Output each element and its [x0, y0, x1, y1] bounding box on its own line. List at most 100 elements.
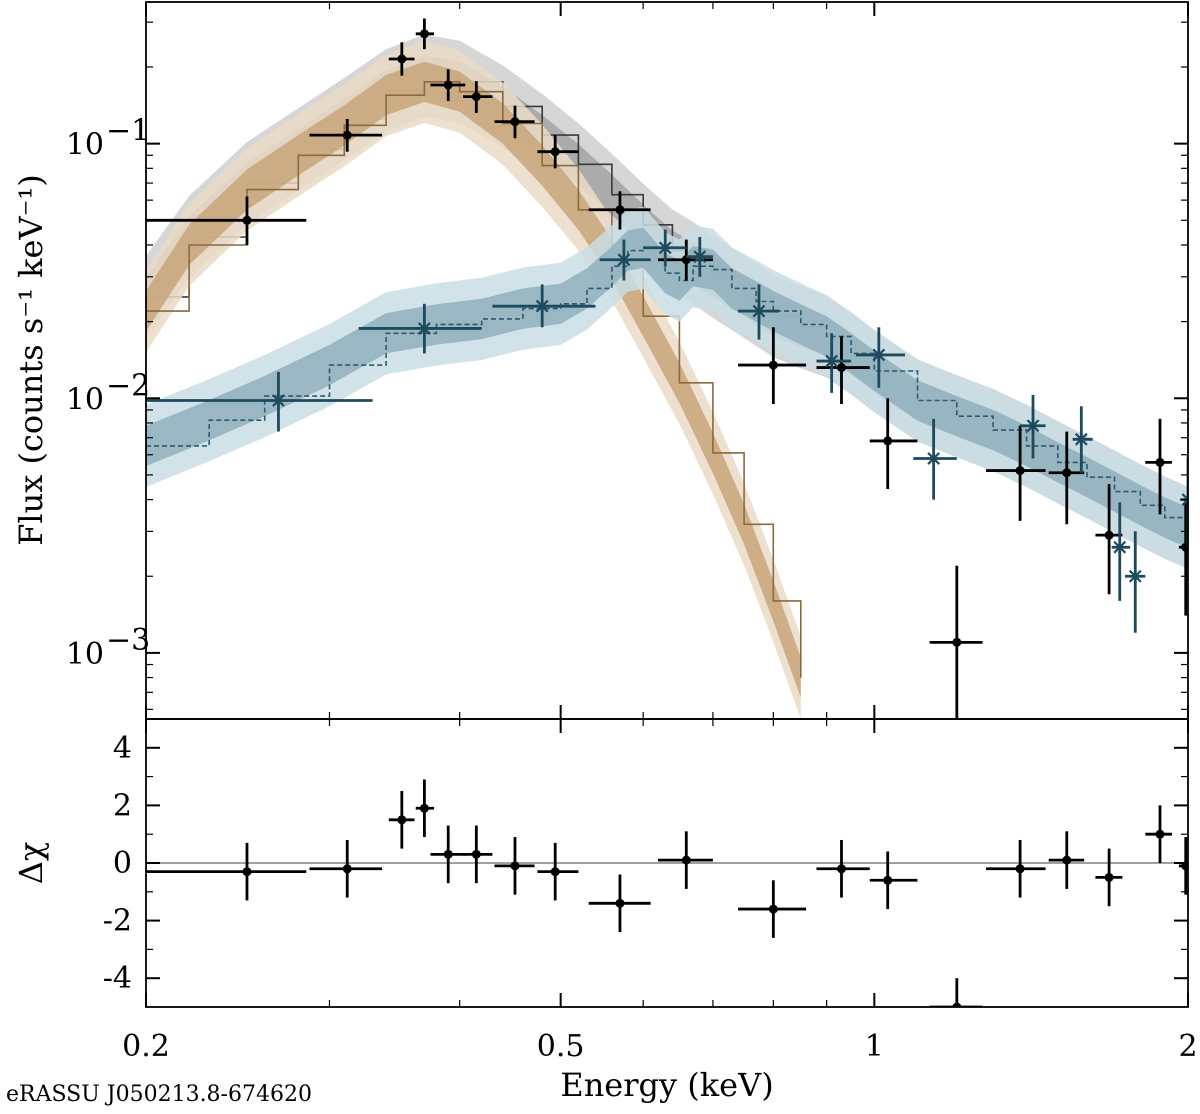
point-marker — [952, 637, 962, 647]
residual-point — [388, 791, 415, 849]
source-label: eRASSU J050213.8-674620 — [6, 1082, 312, 1107]
star-marker-stroke — [1026, 419, 1040, 433]
thermal-model-line — [146, 81, 802, 678]
y-tick-label: 10 — [66, 382, 104, 417]
point-marker — [419, 29, 429, 39]
star-marker-stroke — [1074, 432, 1088, 446]
x-tick-label: 2 — [1178, 1029, 1197, 1064]
black-data-point — [537, 135, 579, 169]
star-marker-stroke — [872, 348, 886, 362]
point-marker — [550, 147, 560, 157]
star-marker-stroke — [418, 322, 431, 335]
residual-point — [494, 837, 535, 895]
black-data-point — [463, 81, 493, 113]
star-marker-stroke — [535, 299, 549, 313]
blue-data-point — [146, 371, 373, 432]
x-tick-label: 0.5 — [537, 1029, 585, 1064]
star-marker-stroke — [1128, 569, 1142, 583]
x-tick-label: 0.2 — [122, 1029, 170, 1064]
black-data-point — [494, 105, 535, 139]
res-y-tick-label: 2 — [113, 788, 132, 823]
point-marker — [471, 849, 481, 859]
black-data-point — [309, 118, 383, 152]
star-marker-stroke — [617, 253, 631, 267]
star-marker-stroke — [752, 304, 766, 318]
residual-point — [1145, 805, 1172, 863]
black-data-point — [929, 565, 983, 719]
blue-data-point — [358, 303, 482, 354]
residual-point — [929, 978, 983, 1007]
thermal-model-band-inner — [146, 61, 801, 698]
blue-data-point — [686, 236, 713, 277]
point-marker — [768, 904, 778, 914]
black-data-point — [1178, 499, 1188, 616]
point-marker — [836, 864, 846, 874]
blue-data-point — [599, 239, 651, 281]
blue-data-point — [492, 284, 596, 328]
x-axis-title: Energy (keV) — [560, 1066, 773, 1104]
point-marker — [471, 92, 481, 102]
blue-data-point — [913, 418, 957, 500]
x-tick-label: 1 — [865, 1029, 884, 1064]
black-data-point — [869, 398, 918, 490]
point-marker — [1062, 468, 1072, 478]
black-data-point — [986, 425, 1046, 521]
y-tick-exponent: −1 — [106, 114, 150, 149]
point-marker — [836, 363, 846, 373]
point-marker — [443, 849, 453, 859]
residual-point — [1095, 848, 1123, 907]
y-tick-exponent: −2 — [106, 368, 150, 403]
point-marker — [952, 1002, 962, 1007]
residual-point — [146, 842, 307, 901]
point-marker — [1015, 864, 1025, 874]
residual-point — [986, 839, 1046, 898]
point-marker — [510, 117, 520, 127]
point-marker — [397, 815, 407, 825]
point-marker — [419, 803, 429, 813]
star-marker-stroke — [1113, 540, 1127, 554]
point-marker — [342, 864, 352, 874]
residual-point — [309, 839, 383, 898]
blue-data-point — [1072, 406, 1093, 473]
black-data-point — [388, 42, 415, 76]
res-y-tick-label: -2 — [103, 904, 132, 939]
star-marker-stroke — [1181, 498, 1188, 506]
star-marker-stroke — [272, 394, 285, 407]
black-data-point — [146, 196, 307, 245]
point-marker — [883, 875, 893, 885]
star-marker-stroke — [927, 452, 940, 465]
residual-point — [869, 851, 918, 910]
point-marker — [1181, 542, 1188, 552]
nonthermal-model-band-outer — [146, 206, 1188, 569]
residual-point — [816, 839, 870, 898]
y-axis-title: Flux (counts s⁻¹ keV⁻¹) — [12, 174, 50, 546]
residual-point — [588, 874, 651, 933]
black-data-point — [816, 336, 870, 404]
y-tick-exponent: −3 — [106, 623, 150, 658]
black-data-point — [738, 327, 807, 404]
res-y-tick-label: 0 — [113, 846, 132, 881]
point-marker — [342, 130, 352, 140]
black-data-point — [1048, 431, 1085, 525]
point-marker — [883, 436, 893, 446]
residual-point — [537, 842, 579, 901]
residual-axis-title: Δχ — [12, 842, 50, 885]
point-marker — [615, 898, 625, 908]
point-marker — [1015, 466, 1025, 476]
star-marker-stroke — [658, 241, 672, 255]
residual-point — [415, 779, 435, 838]
point-marker — [1104, 872, 1114, 882]
blue-data-point — [738, 284, 779, 340]
residual-point — [738, 880, 807, 938]
point-marker — [242, 215, 252, 225]
blue-data-point — [1124, 531, 1146, 633]
star-marker-stroke — [1181, 493, 1188, 502]
point-marker — [397, 54, 407, 64]
blue-data-point — [1020, 395, 1046, 459]
point-marker — [550, 867, 560, 877]
black-data-point — [1095, 484, 1123, 595]
blue-data-point — [643, 229, 687, 267]
black-data-point — [588, 191, 651, 230]
star-marker-stroke — [825, 354, 839, 368]
